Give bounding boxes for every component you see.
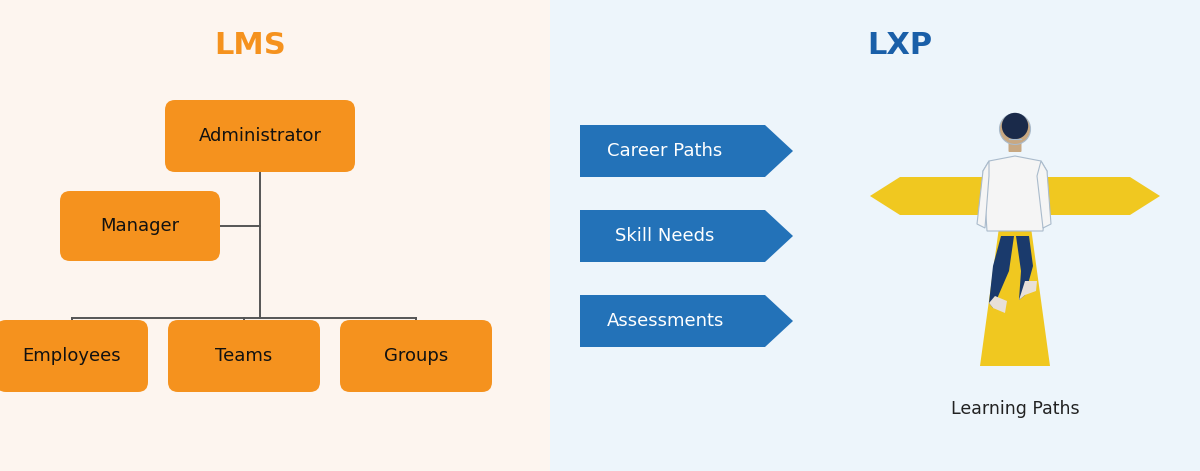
FancyBboxPatch shape	[0, 0, 550, 471]
Polygon shape	[989, 236, 1014, 308]
Polygon shape	[1016, 236, 1033, 300]
Polygon shape	[1037, 161, 1051, 228]
Polygon shape	[580, 210, 793, 262]
Text: Manager: Manager	[101, 217, 180, 235]
Text: Career Paths: Career Paths	[607, 142, 722, 160]
Polygon shape	[980, 191, 1050, 366]
Polygon shape	[989, 296, 1007, 313]
Circle shape	[1000, 114, 1031, 145]
Polygon shape	[580, 125, 793, 177]
FancyBboxPatch shape	[60, 191, 220, 261]
Polygon shape	[1025, 177, 1160, 215]
Circle shape	[1002, 113, 1028, 139]
Polygon shape	[983, 156, 1046, 231]
FancyBboxPatch shape	[166, 100, 355, 172]
FancyBboxPatch shape	[1008, 138, 1021, 152]
FancyBboxPatch shape	[340, 320, 492, 392]
Text: Assessments: Assessments	[606, 312, 724, 330]
Polygon shape	[977, 161, 989, 228]
FancyBboxPatch shape	[550, 0, 1200, 471]
Polygon shape	[870, 177, 1006, 215]
FancyBboxPatch shape	[168, 320, 320, 392]
Polygon shape	[1019, 281, 1037, 300]
Text: LXP: LXP	[868, 32, 932, 60]
Text: Employees: Employees	[23, 347, 121, 365]
Polygon shape	[580, 295, 793, 347]
Text: Groups: Groups	[384, 347, 448, 365]
Text: Teams: Teams	[215, 347, 272, 365]
Text: Skill Needs: Skill Needs	[616, 227, 715, 245]
Text: Learning Paths: Learning Paths	[950, 400, 1079, 418]
Text: Administrator: Administrator	[198, 127, 322, 145]
FancyBboxPatch shape	[0, 320, 148, 392]
Text: LMS: LMS	[214, 32, 286, 60]
